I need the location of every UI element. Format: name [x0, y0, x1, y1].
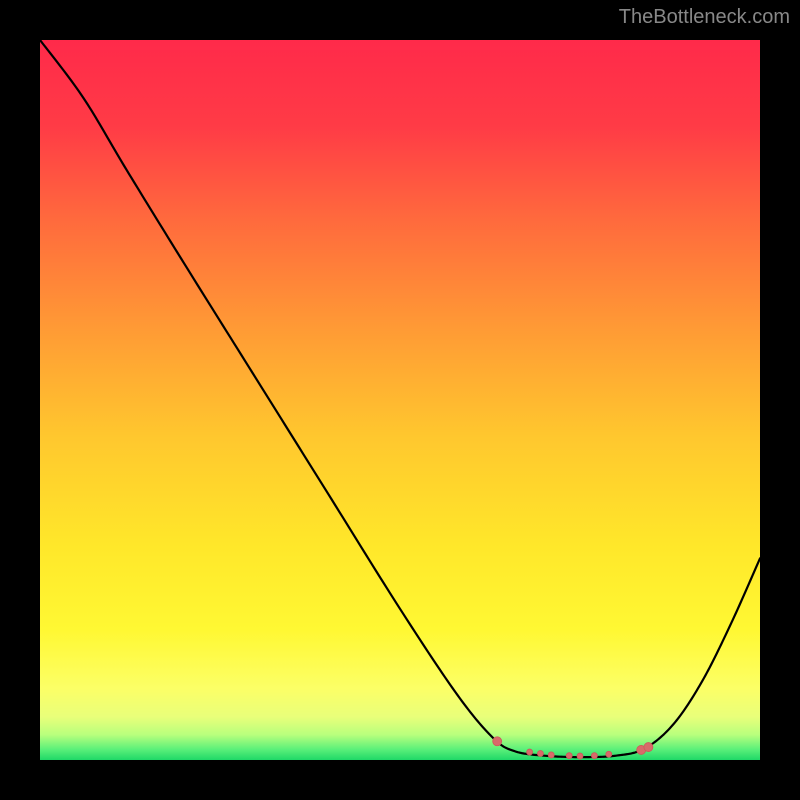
marker-group [493, 737, 653, 759]
bottleneck-curve [40, 40, 760, 757]
marker-point [527, 749, 533, 755]
curve-layer [40, 40, 760, 760]
attribution-text: TheBottleneck.com [619, 6, 790, 29]
marker-point [548, 752, 554, 758]
marker-point [537, 751, 543, 757]
plot-area [40, 40, 760, 760]
marker-point [591, 753, 597, 759]
marker-point [606, 751, 612, 757]
marker-point [493, 737, 502, 746]
marker-point [577, 753, 583, 759]
marker-point [644, 743, 653, 752]
marker-point [566, 753, 572, 759]
